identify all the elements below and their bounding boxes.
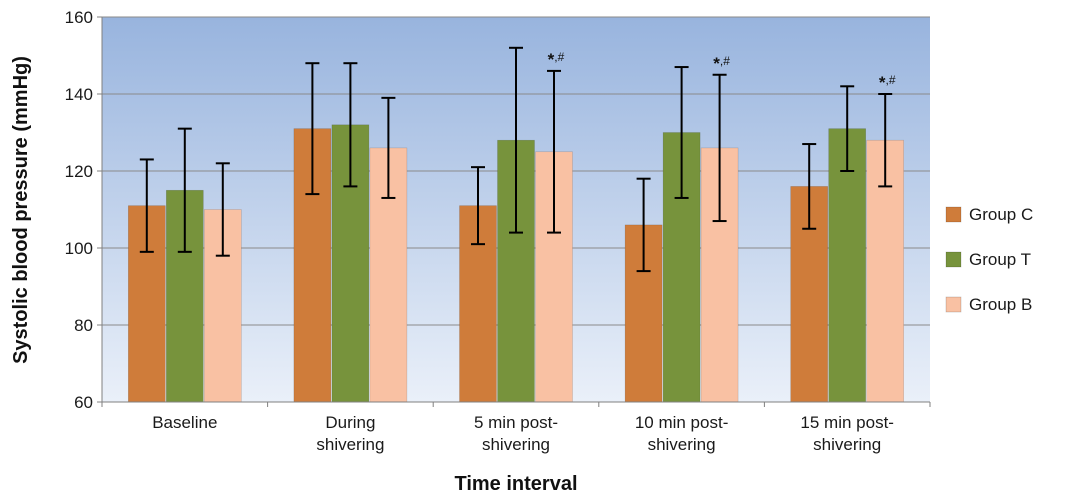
significance-annotation: *,# <box>879 73 896 92</box>
x-tick-label: shivering <box>316 435 384 454</box>
y-axis-title: Systolic blood pressure (mmHg) <box>10 56 32 364</box>
legend: Group C Group T Group B <box>945 205 1033 314</box>
y-axis-ticks: 60 80 100 120 140 160 <box>65 8 102 412</box>
annotations: *,# *,# *,# <box>548 50 896 92</box>
y-tick-label: 60 <box>74 393 93 412</box>
legend-label: Group T <box>969 250 1031 269</box>
y-tick-label: 120 <box>65 162 93 181</box>
x-tick-label: shivering <box>482 435 550 454</box>
x-tick-label: shivering <box>813 435 881 454</box>
legend-label: Group C <box>969 205 1033 224</box>
x-tick-label: Baseline <box>152 413 217 432</box>
x-tick-label: 15 min post- <box>800 413 894 432</box>
y-tick-label: 100 <box>65 239 93 258</box>
legend-label: Group B <box>969 295 1032 314</box>
y-tick-label: 80 <box>74 316 93 335</box>
legend-swatch <box>945 296 962 313</box>
significance-annotation: *,# <box>713 54 730 73</box>
x-tick-label: 5 min post- <box>474 413 558 432</box>
x-tick-label: 10 min post- <box>635 413 729 432</box>
x-axis-labels: Baseline During shivering 5 min post-shiver… <box>101 402 931 454</box>
bars <box>128 124 905 403</box>
y-tick-label: 160 <box>65 8 93 27</box>
significance-annotation: *,# <box>548 50 565 69</box>
legend-swatch <box>945 206 962 223</box>
y-tick-label: 140 <box>65 85 93 104</box>
x-axis-title: Time interval <box>454 473 577 495</box>
error-bars <box>139 46 893 273</box>
x-tick-label: During <box>325 413 375 432</box>
x-tick-label: shivering <box>648 435 716 454</box>
legend-swatch <box>945 251 962 268</box>
